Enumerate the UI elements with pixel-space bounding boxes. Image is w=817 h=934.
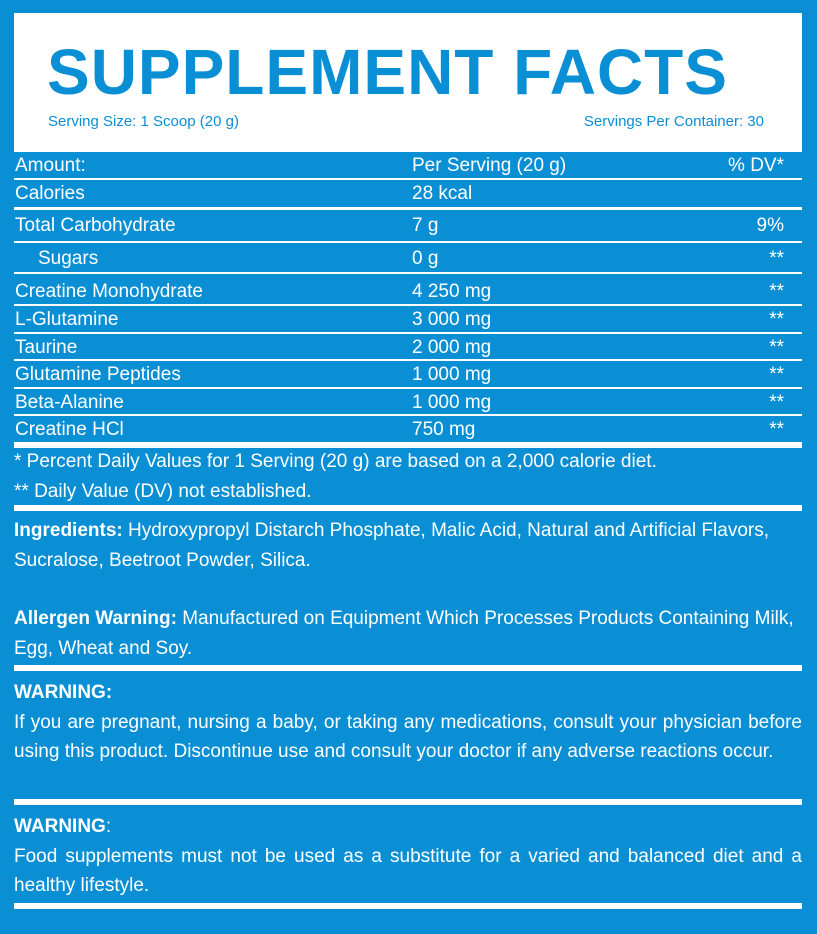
col-dv-header: % DV* <box>728 155 784 176</box>
divider <box>14 903 802 909</box>
header: SUPPLEMENT FACTS Serving Size: 1 Scoop (… <box>14 13 802 152</box>
nutrient-amount: 1 000 mg <box>412 391 492 413</box>
nutrient-amount: 7 g <box>412 215 439 236</box>
nutrient-dv: ** <box>769 309 784 330</box>
divider <box>14 505 802 511</box>
ingredients-label: Ingredients: <box>14 520 123 541</box>
nutrient-amount: 750 mg <box>412 419 476 440</box>
nutrient-name: Creatine Monohydrate <box>15 281 203 302</box>
table-row: L-Glutamine 3 000 mg ** <box>14 306 802 334</box>
table-header-row: Amount: Per Serving (20 g) % DV* <box>14 152 802 180</box>
servings-per-container: Servings Per Container: 30 <box>583 113 764 130</box>
footnote-not-established: ** Daily Value (DV) not established. <box>14 480 312 502</box>
warning-text: Food supplements must not be used as a s… <box>14 845 802 897</box>
table-row: Creatine Monohydrate 4 250 mg ** <box>14 274 802 306</box>
nutrition-table: Amount: Per Serving (20 g) % DV* Calorie… <box>14 152 802 448</box>
nutrient-dv: 9% <box>756 215 784 236</box>
nutrient-name: Creatine HCl <box>15 419 124 440</box>
ingredients: Ingredients: Hydroxypropyl Distarch Phos… <box>14 516 802 575</box>
warning-colon: : <box>105 816 112 837</box>
nutrient-dv: ** <box>769 336 784 358</box>
table-row: Glutamine Peptides 1 000 mg ** <box>14 361 802 389</box>
nutrient-name: Beta-Alanine <box>15 391 124 413</box>
divider <box>14 665 802 671</box>
nutrient-amount: 3 000 mg <box>412 309 492 330</box>
title: SUPPLEMENT FACTS <box>47 36 728 108</box>
col-amount-header: Amount: <box>15 155 86 176</box>
nutrient-name: Sugars <box>38 248 99 269</box>
nutrient-amount: 2 000 mg <box>412 336 492 358</box>
nutrient-name: Total Carbohydrate <box>15 215 176 236</box>
nutrient-name: Calories <box>15 183 85 204</box>
nutrient-name: Glutamine Peptides <box>15 364 181 385</box>
nutrient-dv: ** <box>769 281 784 302</box>
warning-pregnancy: WARNING: If you are pregnant, nursing a … <box>14 678 802 767</box>
nutrient-dv: ** <box>769 391 784 413</box>
warning-text: If you are pregnant, nursing a baby, or … <box>14 711 802 763</box>
table-row: Total Carbohydrate 7 g 9% <box>14 210 802 243</box>
allergen-warning: Allergen Warning: Manufactured on Equipm… <box>14 604 802 663</box>
nutrient-dv: ** <box>769 419 784 440</box>
table-row: Beta-Alanine 1 000 mg ** <box>14 389 802 416</box>
nutrient-dv: ** <box>769 364 784 385</box>
divider <box>14 799 802 805</box>
nutrient-amount: 0 g <box>412 248 439 269</box>
footnotes: * Percent Daily Values for 1 Serving (20… <box>14 447 802 506</box>
allergen-text: Manufactured on Equipment Which Processe… <box>14 608 794 659</box>
warning-label: WARNING: <box>14 682 113 703</box>
nutrient-amount: 1 000 mg <box>412 364 492 385</box>
nutrient-dv: ** <box>769 248 784 269</box>
warning-label: WARNING <box>14 816 106 837</box>
nutrient-name: Taurine <box>15 336 78 358</box>
table-row: Calories 28 kcal <box>14 180 802 210</box>
footnote-dv: * Percent Daily Values for 1 Serving (20… <box>14 451 657 472</box>
col-per-serving-header: Per Serving (20 g) <box>412 155 567 176</box>
warning-diet: WARNING: Food supplements must not be us… <box>14 812 802 901</box>
table-row: Sugars 0 g ** <box>14 243 802 274</box>
table-row: Creatine HCl 750 mg ** <box>14 416 802 448</box>
nutrient-amount: 28 kcal <box>412 183 473 204</box>
serving-size: Serving Size: 1 Scoop (20 g) <box>48 113 239 130</box>
nutrient-amount: 4 250 mg <box>412 281 492 302</box>
ingredients-text: Hydroxypropyl Distarch Phosphate, Malic … <box>14 520 769 571</box>
table-row: Taurine 2 000 mg ** <box>14 334 802 361</box>
nutrient-name: L-Glutamine <box>15 309 119 330</box>
allergen-label: Allergen Warning: <box>14 608 177 629</box>
